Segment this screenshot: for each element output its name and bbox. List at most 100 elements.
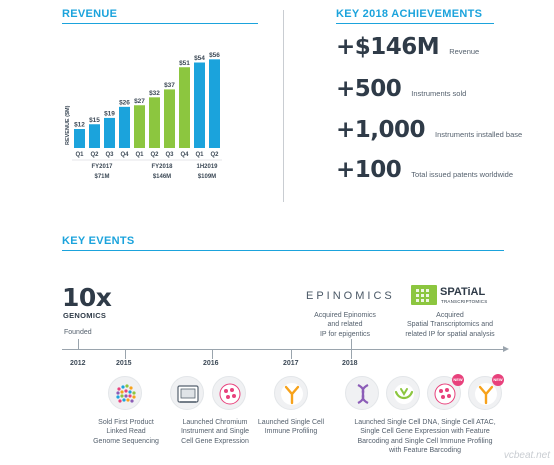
event-2015-description: Sold First Product Linked Read Genome Se…: [81, 418, 171, 446]
revenue-period-name: FY2018: [151, 164, 173, 170]
new-badge: NEW: [492, 374, 504, 386]
revenue-bar-label: $56: [209, 52, 220, 59]
single-cell-atac-icon: [386, 376, 420, 410]
revenue-bar-label: $32: [149, 90, 160, 97]
epinomics-line: Acquired Epinomics: [314, 312, 376, 319]
atac-icon: [394, 384, 414, 404]
event-2015-line: Sold First Product: [98, 419, 154, 426]
antibody-icon: [281, 383, 303, 405]
achievement-patents: +100 Total issued patents worldwide: [336, 157, 513, 183]
event-2016-line: Launched Chromium: [182, 419, 248, 426]
revenue-bar: [119, 106, 130, 148]
event-2017-line: Immune Profiling: [264, 428, 318, 436]
achievements-rule: [336, 23, 494, 24]
event-2016-description: Launched Chromium Instrument and Single …: [172, 418, 258, 446]
achievement-value: +100: [336, 157, 402, 183]
revenue-bar: [209, 59, 220, 149]
spatial-logo-text: SPATiAL: [440, 286, 486, 298]
event-2018-line: Single Cell Gene Expression with Feature: [360, 428, 490, 436]
revenue-bar-label: $26: [119, 99, 130, 106]
immune-profiling-icon: [274, 376, 308, 410]
revenue-quarter-label: Q1: [135, 152, 144, 158]
revenue-period-name: 1H2019: [196, 164, 218, 170]
revenue-quarter-label: Q3: [165, 152, 174, 158]
dna-helix-icon: [357, 384, 369, 404]
grid-icon: [416, 289, 429, 302]
revenue-period-total: $109M: [198, 174, 216, 180]
spatial-logo-subtitle: TRANSCRIPTOMICS: [441, 299, 488, 304]
gene-expression-icon: [212, 376, 246, 410]
revenue-bar: [194, 62, 205, 148]
year-2016: 2016: [203, 360, 219, 367]
event-2015-line: Linked Read: [106, 428, 146, 436]
revenue-bar-label: $27: [134, 98, 145, 105]
revenue-title: REVENUE: [62, 8, 118, 20]
dotted-sphere-icon: [116, 384, 136, 403]
revenue-bar-label: $15: [89, 117, 100, 124]
revenue-y-axis-label: REVENUE ($M): [65, 105, 71, 145]
revenue-bar: [134, 105, 145, 148]
spatial-line: related IP for spatial analysis: [405, 330, 495, 338]
revenue-bar: [74, 129, 85, 148]
revenue-period-total: $146M: [153, 174, 171, 180]
epinomics-line: IP for epigentics: [319, 330, 371, 338]
spatial-description: Acquired Spatial Transcriptomics and rel…: [395, 311, 505, 339]
revenue-quarter-label: Q1: [195, 152, 204, 158]
achievement-label: Revenue: [449, 47, 480, 56]
timeline-tick-2012: [78, 339, 79, 349]
revenue-bar: [179, 67, 190, 148]
event-2018-line: Barcoding and Single Cell Immune Profili…: [357, 437, 493, 445]
achievement-revenue: +$146M Revenue: [336, 34, 479, 60]
linked-read-icon: [108, 376, 142, 410]
event-2016-line: Instrument and Single: [180, 428, 250, 436]
event-2016-line: Cell Gene Expression: [181, 437, 249, 445]
key-events-rule: [62, 250, 504, 251]
single-cell-dna-icon: [345, 376, 379, 410]
new-badge: NEW: [452, 374, 464, 386]
revenue-rule: [62, 23, 258, 24]
achievement-label: Total issued patents worldwide: [411, 170, 514, 179]
timeline-tick-2015: [125, 349, 126, 359]
achievement-instruments-sold: +500 Instruments sold: [336, 76, 466, 102]
spatial-line: Acquired: [436, 312, 464, 319]
chromium-instrument-icon: [170, 376, 204, 410]
year-2018: 2018: [342, 360, 358, 367]
event-2017-line: Launched Single Cell: [257, 419, 325, 426]
timeline-tick-2018: [351, 339, 352, 359]
epinomics-logo: EPINOMICS: [306, 290, 395, 302]
timeline-tick-2017: [291, 349, 292, 359]
achievement-value: +$146M: [336, 34, 440, 60]
epinomics-description: Acquired Epinomics and related IP for ep…: [300, 311, 390, 339]
achievement-installed-base: +1,000 Instruments installed base: [336, 117, 522, 143]
revenue-quarter-label: Q2: [90, 152, 99, 158]
10x-genomics-logo: 10x: [62, 283, 112, 312]
achievements-title: KEY 2018 ACHIEVEMENTS: [336, 8, 483, 20]
revenue-quarter-label: Q4: [120, 152, 129, 158]
revenue-bar-label: $19: [104, 110, 115, 117]
timeline-axis: [62, 349, 506, 350]
revenue-quarter-label: Q2: [210, 152, 219, 158]
revenue-bar-label: $12: [74, 122, 85, 129]
10x-genomics-logo-subtitle: GENOMICS: [63, 311, 107, 320]
logo-10x-text: 10x: [62, 283, 112, 312]
revenue-bar-label: $54: [194, 55, 205, 62]
spatial-logo-mark: [411, 285, 437, 305]
event-2015-line: Genome Sequencing: [93, 437, 159, 445]
year-2015: 2015: [116, 360, 132, 367]
epinomics-line: and related: [327, 321, 363, 329]
year-2012: 2012: [70, 360, 86, 367]
droplets-icon: [434, 383, 456, 405]
revenue-bar: [89, 124, 100, 148]
watermark: vcbeat.net: [503, 450, 550, 461]
event-2017-description: Launched Single Cell Immune Profiling: [251, 418, 331, 437]
revenue-quarter-label: Q4: [180, 152, 189, 158]
year-2017: 2017: [283, 360, 299, 367]
revenue-quarter-label: Q2: [150, 152, 159, 158]
revenue-period-total: $71M: [94, 174, 109, 180]
revenue-chart: $12 Q1 $15 Q2 $19 Q3 $26 Q4 $27 Q1 $32 Q2 $37 Q3 $51 Q4…: [65, 52, 222, 180]
key-events-title: KEY EVENTS: [62, 235, 135, 247]
revenue-bar-label: $37: [164, 82, 175, 89]
revenue-period-name: FY2017: [91, 164, 113, 170]
revenue-bar-label: $51: [179, 60, 190, 67]
event-2018-line: Launched Single Cell DNA, Single Cell AT…: [354, 419, 496, 426]
